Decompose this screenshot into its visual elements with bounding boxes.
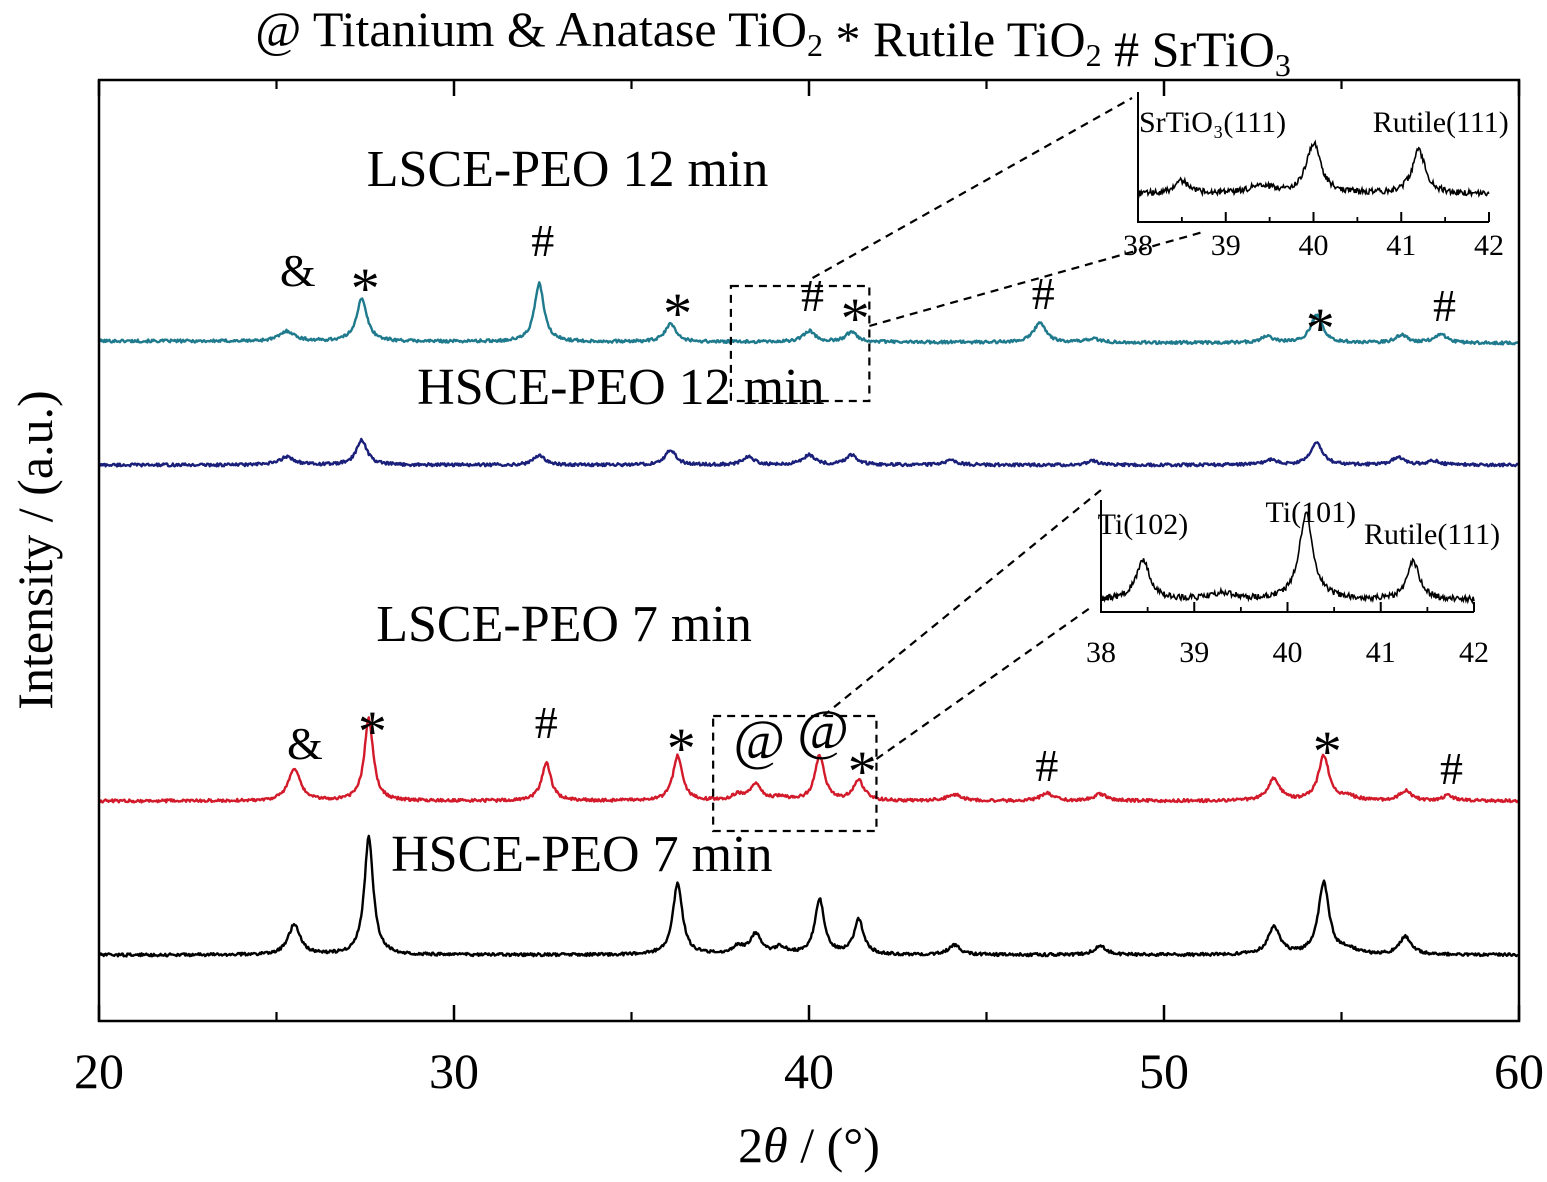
x-tick-label: 40 [784,1043,834,1099]
x-axis-label-part: / (°) [788,1117,880,1173]
inset-x-tick-label: 40 [1299,229,1329,262]
peak-marker: * [841,286,870,351]
inset-x-tick-label: 41 [1366,636,1396,669]
peak-marker: # [1032,268,1055,319]
legend-symbol: & [494,1,555,57]
legend-symbol: * [823,11,873,67]
peak-marker: * [1313,719,1342,784]
peak-markers: & *#* # * #* #& * # * @ @* # * # [280,215,1463,804]
legend-label: Anatase TiO [556,1,807,57]
x-axis-label-theta: θ [763,1117,788,1173]
series-labels: LSCE-PEO 12 min HSCE-PEO 12 min LSCE-PEO 7… [367,141,825,883]
zoom-box-1 [729,284,871,403]
legend: @ Titanium & Anatase TiO2 * Rutile TiO2 … [255,1,1291,83]
series-line-3 [98,716,1520,804]
inset-x-tick-label: 42 [1474,229,1504,262]
legend-subscript: 2 [1086,37,1102,73]
axes: 20 30 40 50 60 2θ / (°) Intensity / (a.u.) [7,78,1544,1173]
inset-curve [1100,511,1475,605]
zoom-connector [875,607,1091,760]
x-tick-label: 50 [1139,1043,1189,1099]
x-tick-label: 60 [1494,1043,1544,1099]
peak-marker: @ [797,700,849,762]
series-label: HSCE-PEO 7 min [391,826,772,883]
inset-curve [1137,139,1490,199]
legend-label: Rutile TiO [873,11,1086,67]
zoom-connector [822,489,1102,717]
inset-x-tick-label: 40 [1273,636,1303,669]
peak-marker: & [280,245,316,296]
pattern-curves [97,281,1520,958]
zoom-connector [869,230,1204,328]
peak-marker: # [535,697,558,748]
legend-label: SrTiO [1152,21,1275,77]
zoom-connector [812,97,1133,279]
inset-annotation: Rutile(111) [1364,518,1500,551]
peak-marker: & [287,718,323,769]
peak-marker: * [351,256,380,321]
series-line-4 [98,834,1520,958]
inset-annotation: Ti(102) [1098,508,1189,541]
x-tick-label: 20 [74,1043,124,1099]
x-axis-label-part: 2 [738,1117,763,1173]
x-tick-label: 30 [429,1043,479,1099]
peak-marker: # [531,215,554,266]
inset-x-tick-label: 38 [1123,229,1153,262]
series-label: HSCE-PEO 12 min [417,359,824,416]
legend-label: Titanium [313,1,495,57]
zoom-boxes [712,97,1204,833]
insets: 38 39 40 41 42 SrTiO₃(111) Rutile(111) 38 39 40 41… [1086,92,1509,669]
peak-marker: * [667,716,696,781]
legend-text: @ Titanium & Anatase TiO2 * Rutile TiO2 … [255,1,1291,83]
x-axis-label: 2θ / (°) [738,1117,880,1173]
peak-marker: # [1035,740,1058,791]
inset-annotation: SrTiO₃(111) [1139,106,1286,139]
peak-marker: @ [734,710,786,772]
peak-marker: * [663,281,692,346]
legend-symbol: @ [255,1,313,57]
peak-marker: # [801,270,824,321]
series-label: LSCE-PEO 12 min [367,141,769,198]
series-line-2 [97,437,1520,468]
inset-x-tick-label: 39 [1179,636,1209,669]
inset-annotation: Ti(101) [1266,496,1357,529]
peak-marker: # [1433,280,1456,331]
y-axis-label: Intensity / (a.u.) [7,390,63,709]
peak-marker: * [1306,296,1335,361]
inset-x-tick-label: 38 [1086,636,1116,669]
inset-1: 38 39 40 41 42 SrTiO₃(111) Rutile(111) [1123,92,1509,262]
inset-x-tick-label: 39 [1211,229,1241,262]
inset-x-tick-label: 42 [1459,636,1489,669]
legend-subscript: 2 [807,27,823,63]
peak-marker: * [848,739,877,804]
legend-subscript: 3 [1275,47,1291,83]
series-line-1 [98,281,1520,346]
inset-x-tick-label: 41 [1386,229,1416,262]
peak-marker: # [1440,743,1463,794]
inset-2: 38 39 40 41 42 Ti(102) Ti(101)Rutile(111) [1086,496,1500,669]
legend-symbol: # [1102,21,1152,77]
peak-marker: * [358,699,387,764]
series-label: LSCE-PEO 7 min [376,596,752,653]
inset-annotation: Rutile(111) [1373,106,1509,139]
